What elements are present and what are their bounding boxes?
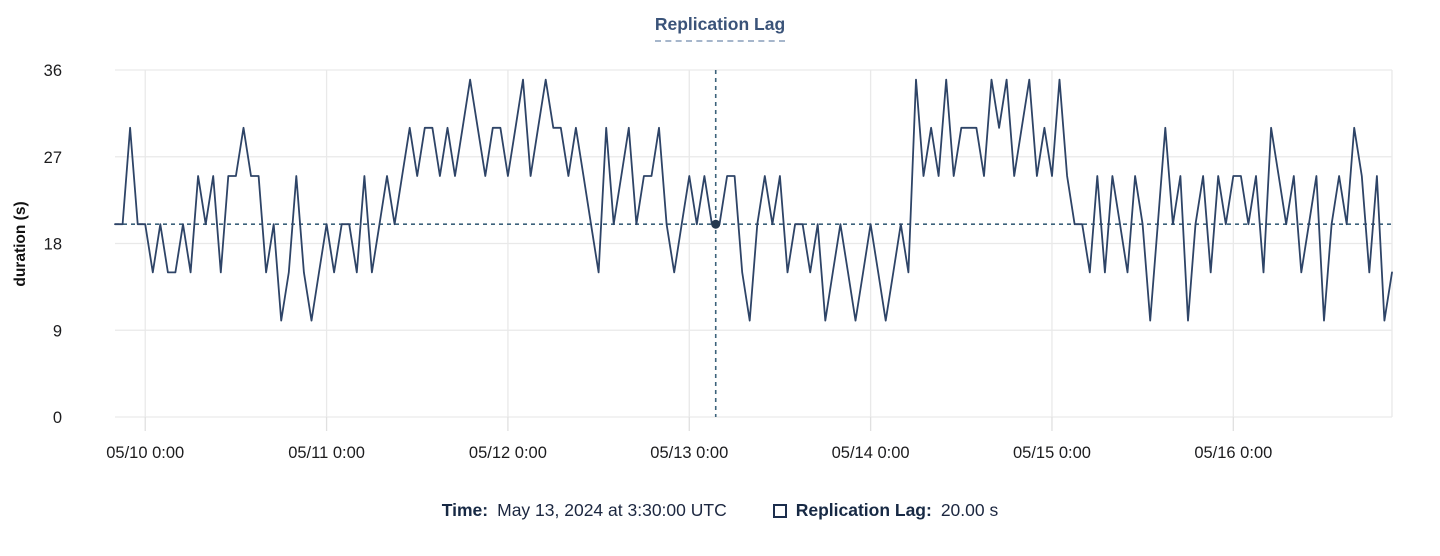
- series-label: Replication Lag:: [795, 500, 932, 520]
- y-tick-label: 36: [44, 62, 62, 80]
- hover-time-value: May 13, 2024 at 3:30:00 UTC: [497, 500, 727, 520]
- x-tick-label: 05/13 0:00: [650, 444, 728, 462]
- y-tick-label: 9: [53, 322, 62, 340]
- series-line-replication-lag[interactable]: [114, 78, 1393, 322]
- series-value: 20.00 s: [940, 500, 999, 520]
- x-tick-label: 05/12 0:00: [469, 444, 547, 462]
- x-tick-label: 05/16 0:00: [1194, 444, 1272, 462]
- chart-title[interactable]: Replication Lag: [654, 14, 786, 42]
- chart-header: Replication Lag: [0, 14, 1440, 42]
- hover-readout-bar: Time: May 13, 2024 at 3:30:00 UTC Replic…: [0, 500, 1440, 521]
- x-tick-label: 05/15 0:00: [1013, 444, 1091, 462]
- x-tick-label: 05/10 0:00: [106, 444, 184, 462]
- y-tick-label: 27: [44, 149, 62, 167]
- y-axis-label: duration (s): [12, 201, 29, 286]
- chart-plot-area[interactable]: 0 9 18 27 36 05/10 0:00 05/11 0:00 05/12 0:00 05…: [0, 0, 1440, 480]
- hover-time-label: Time:: [441, 500, 489, 520]
- x-tick-label: 05/14 0:00: [832, 444, 910, 462]
- x-tick-label: 05/11 0:00: [288, 444, 365, 462]
- hover-time-group: Time: May 13, 2024 at 3:30:00 UTC: [442, 500, 727, 521]
- replication-lag-chart[interactable]: 0 9 18 27 36 05/10 0:00 05/11 0:00 05/12 0:00 05…: [0, 0, 1440, 480]
- series-legend-swatch-icon[interactable]: [772, 503, 787, 518]
- y-tick-label: 0: [53, 409, 62, 427]
- hover-point-dot: [711, 219, 721, 229]
- legend-series-group[interactable]: Replication Lag: 20.00 s: [772, 500, 999, 521]
- y-tick-label: 18: [44, 236, 62, 254]
